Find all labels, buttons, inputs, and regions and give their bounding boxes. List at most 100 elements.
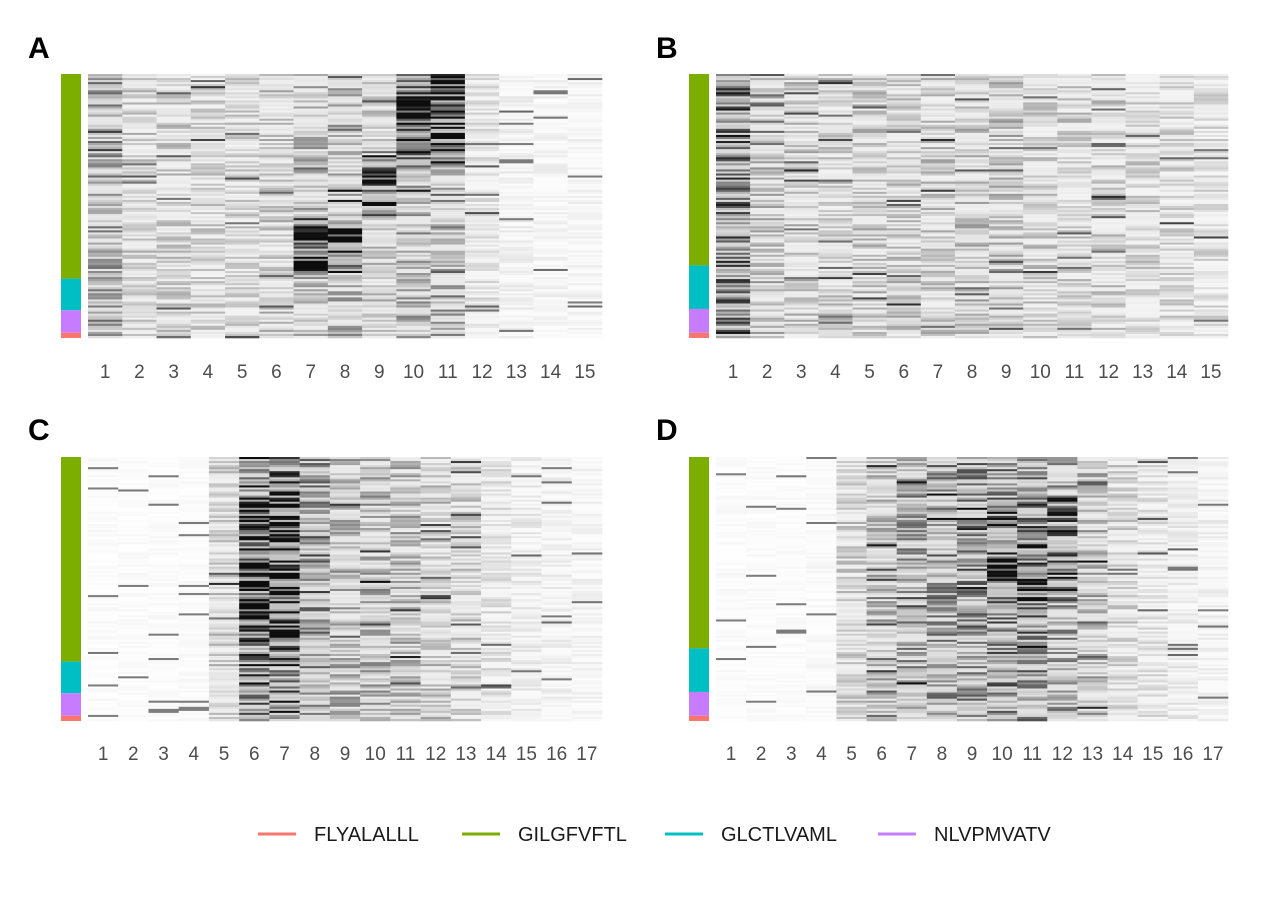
heatmap-cell <box>239 465 270 468</box>
heatmap-cell <box>190 80 226 83</box>
heatmap-cell <box>430 128 466 132</box>
heatmap-cell <box>118 572 149 576</box>
heatmap-cell <box>920 78 956 81</box>
heatmap-cell <box>1091 80 1126 83</box>
heatmap-cell <box>88 469 119 472</box>
heatmap-cell <box>533 224 569 227</box>
heatmap-cell <box>784 303 819 306</box>
heatmap-cell <box>327 173 363 176</box>
heatmap-cell <box>784 317 819 321</box>
group-bar-nlvpmvatv <box>61 693 81 716</box>
heatmap-cell <box>156 108 192 111</box>
heatmap-cell <box>430 250 466 254</box>
heatmap-cell <box>178 625 210 628</box>
heatmap-cell <box>239 574 270 578</box>
heatmap-cell <box>396 277 431 280</box>
heatmap-cell <box>784 264 819 268</box>
heatmap-cell <box>362 262 397 266</box>
heatmap-cell <box>1159 258 1195 262</box>
heatmap-cell <box>920 277 956 280</box>
heatmap-cell <box>327 136 363 140</box>
heatmap-cell <box>225 185 260 189</box>
heatmap-cell <box>122 197 157 201</box>
heatmap-cell <box>208 716 240 720</box>
heatmap-cell <box>239 487 270 490</box>
heatmap-cell <box>1125 181 1161 184</box>
heatmap-cell <box>1125 122 1161 126</box>
heatmap-cell <box>88 236 123 239</box>
heatmap-cell <box>499 116 534 119</box>
heatmap-cell <box>225 187 260 191</box>
heatmap-cell <box>293 295 329 298</box>
heatmap-cell <box>1193 244 1229 247</box>
heatmap-cell <box>396 167 431 170</box>
heatmap-cell <box>784 98 819 101</box>
heatmap-cell <box>954 153 990 156</box>
heatmap-cell <box>178 631 210 634</box>
x-tick-label: 1 <box>100 362 111 383</box>
heatmap-cell <box>259 189 294 193</box>
heatmap-cell <box>190 254 226 258</box>
heatmap-cell <box>716 120 751 124</box>
heatmap-cell <box>1193 163 1229 166</box>
heatmap-cell <box>259 264 294 268</box>
heatmap-cell <box>269 513 300 517</box>
heatmap-cell <box>430 134 466 138</box>
heatmap-cell <box>1091 291 1126 294</box>
heatmap-cell <box>239 461 270 464</box>
heatmap-cell <box>148 580 180 584</box>
heatmap-cell <box>954 128 990 132</box>
heatmap-cell <box>239 584 270 588</box>
heatmap-cell <box>88 548 119 551</box>
heatmap-cell <box>122 191 157 195</box>
heatmap-cell <box>533 191 569 195</box>
heatmap-cell <box>225 149 260 152</box>
heatmap-cell <box>1125 297 1161 300</box>
heatmap-cell <box>750 256 785 260</box>
heatmap-cell <box>239 593 270 596</box>
heatmap-cell <box>178 643 210 647</box>
heatmap-cell <box>1023 82 1058 85</box>
heatmap-cell <box>88 268 123 272</box>
heatmap-cell <box>1159 191 1195 195</box>
x-tick-label: 14 <box>540 362 562 383</box>
heatmap-cell <box>299 621 331 624</box>
heatmap-cell <box>88 90 123 93</box>
heatmap-cell <box>362 206 397 209</box>
heatmap-cell <box>259 145 294 148</box>
heatmap-cell <box>1193 285 1229 288</box>
heatmap-cell <box>886 183 922 186</box>
heatmap-cell <box>750 264 785 268</box>
heatmap-cell <box>989 120 1024 124</box>
heatmap-cell <box>430 100 466 103</box>
heatmap-cell <box>396 335 431 339</box>
heatmap-cell <box>396 114 431 117</box>
heatmap-cell <box>1125 214 1161 217</box>
heatmap-cell <box>122 293 157 296</box>
heatmap-cell <box>178 696 210 699</box>
heatmap-cell <box>852 106 887 109</box>
heatmap-cell <box>716 181 751 184</box>
heatmap-cell <box>750 181 785 184</box>
heatmap-cell <box>464 268 500 272</box>
heatmap-cell <box>784 130 819 134</box>
heatmap-cell <box>886 305 922 308</box>
heatmap-cell <box>920 98 956 101</box>
heatmap-cell <box>954 74 990 77</box>
heatmap-cell <box>499 110 534 113</box>
heatmap-cell <box>259 96 294 99</box>
heatmap-cell <box>716 232 751 235</box>
heatmap-cell <box>750 210 785 213</box>
heatmap-cell <box>88 273 123 276</box>
heatmap-cell <box>886 246 922 249</box>
heatmap-cell <box>1125 110 1161 113</box>
heatmap-cell <box>362 141 397 144</box>
heatmap-cell <box>750 100 785 103</box>
heatmap-cell <box>954 175 990 178</box>
heatmap-cell <box>88 252 123 256</box>
heatmap-cell <box>178 617 210 620</box>
heatmap-cell <box>430 268 466 272</box>
heatmap-cell <box>293 317 329 321</box>
heatmap-cell <box>430 289 466 292</box>
heatmap-cell <box>225 108 260 111</box>
